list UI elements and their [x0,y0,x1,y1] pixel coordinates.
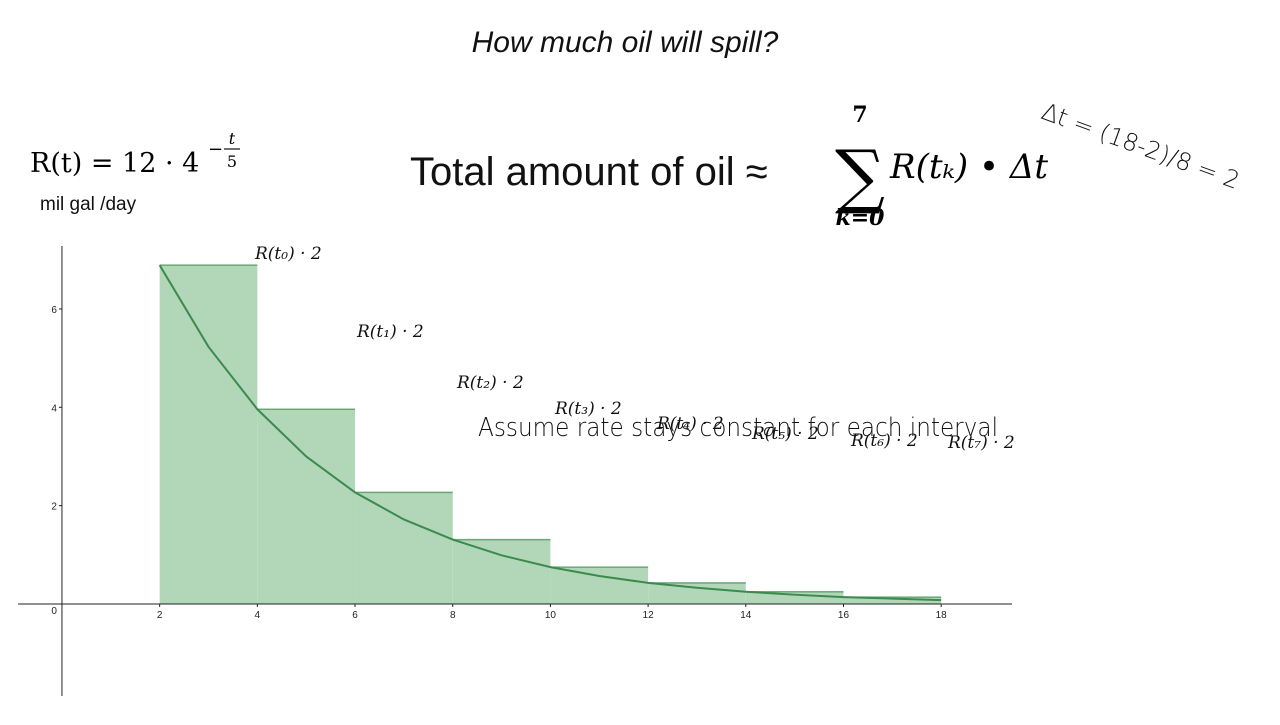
x-tick-label: 12 [643,610,655,621]
sum-lower: k=0 [836,205,886,231]
interval-annotation: R(t₄) · 2 [656,414,724,434]
formula-exp-den: 5 [227,152,237,171]
bar [257,409,356,605]
units: mil gal /day [40,194,137,215]
bar [452,539,551,605]
interval-annotation: R(t₁) · 2 [356,322,424,342]
formula-base: R(t) = 12 · 4 [30,148,199,179]
y-tick-label: 0 [51,606,57,617]
formula-exp-num: t [229,129,236,148]
formula-exp-sign: − [208,139,223,160]
sum-lhs: Total amount of oil ≈ [410,150,768,194]
sigma: ∑ [835,135,885,217]
x-tick-label: 10 [545,610,557,621]
chart: 2 4 6 8 10 12 14 16 18 0 2 4 6 [18,246,1012,696]
x-tick-label: 4 [255,610,261,621]
x-tick-label: 6 [352,610,358,621]
interval-annotation: R(t₇) · 2 [947,433,1015,453]
rate-formula: R(t) = 12 · 4 − t 5 mil gal /day [30,129,240,215]
x-tick-label: 8 [450,610,456,621]
interval-annotation: R(t₅) · 2 [751,424,819,444]
y-tick-label: 6 [51,305,57,316]
x-tick-label: 16 [838,610,850,621]
interval-annotation: R(t₂) · 2 [456,373,524,393]
sum-upper: 7 [852,102,867,128]
sum-formula: Total amount of oil ≈ ∑ 7 k=0 R(tₖ) • Δt [410,102,1048,231]
interval-annotation: R(t₃) · 2 [554,399,622,419]
bar [355,492,453,605]
bar [648,582,746,605]
x-tick-label: 14 [740,610,752,621]
bar [550,567,649,605]
x-tick-label: 2 [157,610,163,621]
y-tick-label: 2 [51,502,57,513]
bar [745,591,844,605]
interval-annotation: R(t₆) · 2 [850,431,918,451]
rate-curve [158,264,942,602]
interval-annotation: R(t₀) · 2 [254,244,322,264]
slide-title: How much oil will spill? [472,26,779,59]
delta-note: Δt = (18-2)/8 = 2 [1038,97,1243,195]
bar [843,597,942,605]
x-tick-label: 18 [936,610,948,621]
assume-note: Assume rate stays constant for each inte… [478,413,998,443]
sum-term: R(tₖ) • Δt [889,147,1048,187]
bar [159,265,258,605]
y-tick-label: 4 [51,403,57,414]
